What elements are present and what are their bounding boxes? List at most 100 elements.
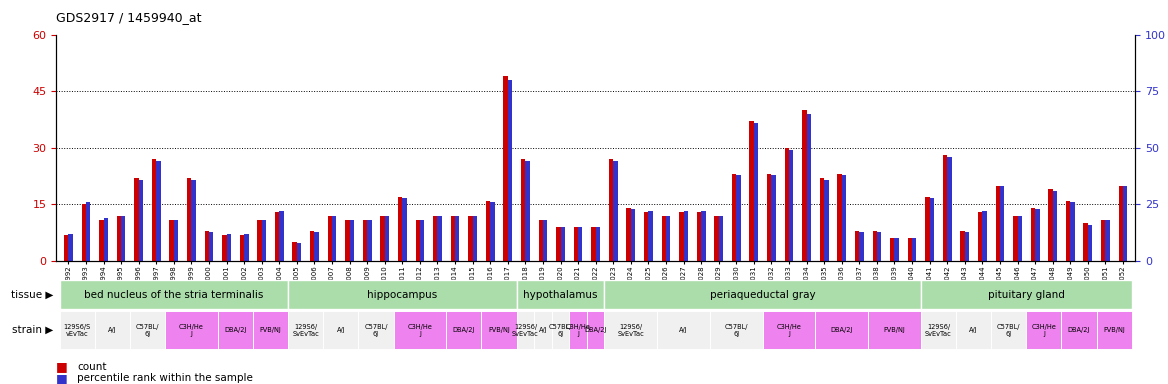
Text: 129S6/S
vEvTac: 129S6/S vEvTac [63,324,91,337]
Bar [526,161,530,261]
Text: 129S6/
SvEvTac: 129S6/ SvEvTac [618,324,645,337]
Text: FVB/NJ: FVB/NJ [259,327,281,333]
Bar [433,216,438,261]
Bar [872,231,877,261]
Bar [753,123,758,261]
Text: hippocampus: hippocampus [367,290,438,300]
Bar [661,216,666,261]
Bar [591,227,596,261]
Bar [174,220,179,261]
Bar [750,121,753,261]
Text: C3H/He
J: C3H/He J [408,324,432,337]
Bar [104,218,107,261]
Bar [503,76,508,261]
Bar [578,227,583,261]
Bar [807,114,811,261]
Text: DBA/2J: DBA/2J [1068,327,1090,333]
Bar [715,216,718,261]
Bar [1070,202,1075,261]
Bar [314,232,319,261]
Bar [930,198,934,261]
Bar [785,148,790,261]
Text: 129S6/
SvEvTac: 129S6/ SvEvTac [292,324,319,337]
Text: C57BL/
6J: C57BL/ 6J [549,324,572,337]
Bar [1119,185,1122,261]
Bar [192,180,196,261]
Bar [384,216,389,261]
Bar [718,216,723,261]
Text: DBA/2J: DBA/2J [224,327,246,333]
Bar [965,232,969,261]
Bar [398,197,402,261]
Text: count: count [77,362,106,372]
Bar [121,216,125,261]
Text: FVB/NJ: FVB/NJ [488,327,510,333]
Bar [701,211,705,261]
Bar [1084,223,1087,261]
Bar [802,110,807,261]
Bar [538,220,543,261]
Text: C3H/He
J: C3H/He J [179,324,204,337]
Bar [381,216,384,261]
Bar [279,211,284,261]
Text: strain ▶: strain ▶ [13,325,54,335]
Text: percentile rank within the sample: percentile rank within the sample [77,373,253,383]
Bar [1017,216,1022,261]
Bar [912,238,917,261]
Text: bed nucleus of the stria terminalis: bed nucleus of the stria terminalis [84,290,264,300]
Bar [82,205,86,261]
Text: pituitary gland: pituitary gland [988,290,1065,300]
Bar [648,211,653,261]
Bar [908,238,912,261]
Text: GDS2917 / 1459940_at: GDS2917 / 1459940_at [56,12,202,25]
Text: A/J: A/J [680,327,688,333]
Text: C57BL/
6J: C57BL/ 6J [997,324,1021,337]
Bar [609,159,613,261]
Text: C57BL/
6J: C57BL/ 6J [364,324,388,337]
Bar [1030,208,1035,261]
Bar [152,159,157,261]
Bar [855,231,860,261]
Bar [157,161,161,261]
Text: tissue ▶: tissue ▶ [12,290,54,300]
Bar [631,209,635,261]
Bar [328,216,332,261]
Bar [187,178,192,261]
Bar [1000,186,1004,261]
Bar [1105,220,1110,261]
Bar [297,243,301,261]
Bar [486,201,491,261]
Text: ■: ■ [56,372,68,384]
Bar [420,220,424,261]
Bar [239,235,244,261]
Bar [842,175,846,261]
Bar [456,216,459,261]
Text: C3H/He
J: C3H/He J [565,324,591,337]
Text: C57BL/
6J: C57BL/ 6J [135,324,159,337]
Bar [573,227,578,261]
Bar [790,150,793,261]
Text: DBA/2J: DBA/2J [453,327,475,333]
Bar [367,220,371,261]
Bar [508,80,513,261]
Text: C3H/He
J: C3H/He J [777,324,801,337]
Bar [139,180,142,261]
Bar [169,220,174,261]
Text: A/J: A/J [538,327,548,333]
Bar [771,175,776,261]
Bar [925,197,930,261]
Text: FVB/NJ: FVB/NJ [1104,327,1125,333]
Bar [890,238,895,261]
Bar [666,216,670,261]
Bar [227,234,231,261]
Bar [310,231,314,261]
Text: hypothalamus: hypothalamus [523,290,598,300]
Bar [491,202,494,261]
Bar [995,185,1000,261]
Bar [262,220,266,261]
Bar [683,211,688,261]
Text: DBA/2J: DBA/2J [584,327,607,333]
Bar [274,212,279,261]
Bar [332,216,336,261]
Bar [895,238,899,261]
